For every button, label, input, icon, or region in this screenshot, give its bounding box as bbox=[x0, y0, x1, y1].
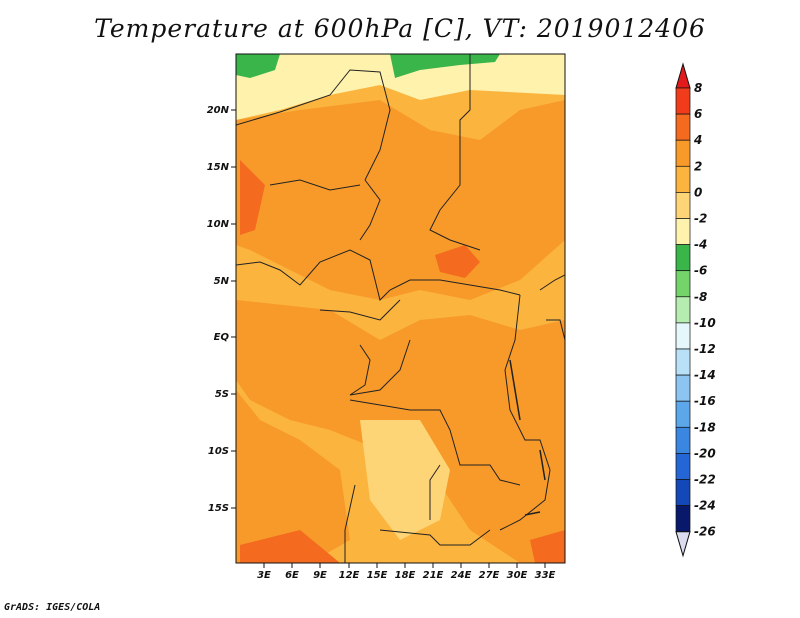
lat-label: 15S bbox=[208, 503, 229, 514]
colorbar-label: -24 bbox=[694, 499, 716, 513]
colorbar-swatch bbox=[675, 270, 691, 298]
colorbar-label: 8 bbox=[694, 81, 702, 95]
colorbar-swatch bbox=[675, 192, 691, 219]
colorbar-bottom-arrow bbox=[675, 531, 691, 558]
map-frame bbox=[235, 53, 566, 564]
lon-label: 33E bbox=[535, 570, 556, 581]
colorbar-label: 6 bbox=[694, 107, 702, 121]
temperature-field bbox=[236, 54, 565, 563]
lon-label: 21E bbox=[423, 570, 444, 581]
colorbar: 8 6 4 2 0 -2 -4 -6 -8 -10 -12 -14 -16 -18 -20 -22 -24 -26 bbox=[675, 62, 716, 558]
colorbar-swatch bbox=[675, 453, 691, 480]
lat-label: 5S bbox=[215, 389, 229, 400]
colorbar-label: 2 bbox=[694, 159, 702, 173]
colorbar-swatch bbox=[675, 165, 691, 193]
colorbar-swatch bbox=[675, 348, 691, 376]
lon-label: 9E bbox=[313, 570, 327, 581]
colorbar-label: -20 bbox=[694, 446, 716, 460]
colorbar-swatch bbox=[675, 139, 691, 167]
lon-label: 24E bbox=[451, 570, 472, 581]
colorbar-label: -26 bbox=[694, 525, 716, 539]
colorbar-label: -22 bbox=[694, 473, 716, 487]
lon-label: 15E bbox=[367, 570, 388, 581]
lat-label: 10S bbox=[208, 446, 229, 457]
colorbar-swatch bbox=[675, 87, 691, 115]
axis-ticks: 20N 15N 10N 5N EQ 5S 10S 15S 3E 6E 9E 12E 15E 18E 21E 2… bbox=[207, 105, 556, 581]
colorbar-label: -6 bbox=[694, 264, 707, 278]
lon-label: 27E bbox=[479, 570, 500, 581]
colorbar-label: 4 bbox=[693, 133, 702, 147]
lat-label: 20N bbox=[207, 105, 230, 116]
country-borders bbox=[236, 54, 565, 563]
lat-label: EQ bbox=[214, 332, 230, 343]
lakes bbox=[509, 359, 546, 516]
colorbar-label: -4 bbox=[694, 238, 707, 252]
colorbar-label: -18 bbox=[694, 420, 716, 434]
colorbar-top-arrow bbox=[675, 62, 691, 89]
lat-label: 15N bbox=[207, 162, 230, 173]
colorbar-label: -10 bbox=[694, 316, 716, 330]
colorbar-swatch bbox=[675, 296, 691, 324]
chart-title: Temperature at 600hPa [C], VT: 201901240… bbox=[94, 14, 706, 43]
colorbar-swatch bbox=[675, 374, 691, 402]
colorbar-label: -8 bbox=[694, 290, 707, 304]
colorbar-swatch bbox=[675, 400, 691, 428]
lon-label: 18E bbox=[395, 570, 416, 581]
colorbar-label: -2 bbox=[694, 212, 707, 226]
colorbar-swatch bbox=[675, 322, 691, 350]
colorbar-label: -12 bbox=[694, 342, 716, 356]
colorbar-swatch bbox=[675, 426, 691, 454]
lat-label: 5N bbox=[214, 276, 230, 287]
colorbar-label: -16 bbox=[694, 394, 716, 408]
lat-label: 10N bbox=[207, 219, 230, 230]
lon-label: 3E bbox=[257, 570, 271, 581]
lon-label: 30E bbox=[507, 570, 528, 581]
colorbar-swatch bbox=[675, 218, 691, 245]
credit-label: GrADS: IGES/COLA bbox=[4, 602, 101, 613]
colorbar-label: -14 bbox=[694, 368, 716, 382]
colorbar-swatch bbox=[675, 479, 691, 506]
colorbar-label: 0 bbox=[694, 185, 702, 199]
lon-label: 12E bbox=[339, 570, 360, 581]
colorbar-swatch bbox=[675, 244, 691, 272]
colorbar-swatch bbox=[675, 505, 691, 533]
colorbar-swatch bbox=[675, 113, 691, 141]
lon-label: 6E bbox=[285, 570, 299, 581]
